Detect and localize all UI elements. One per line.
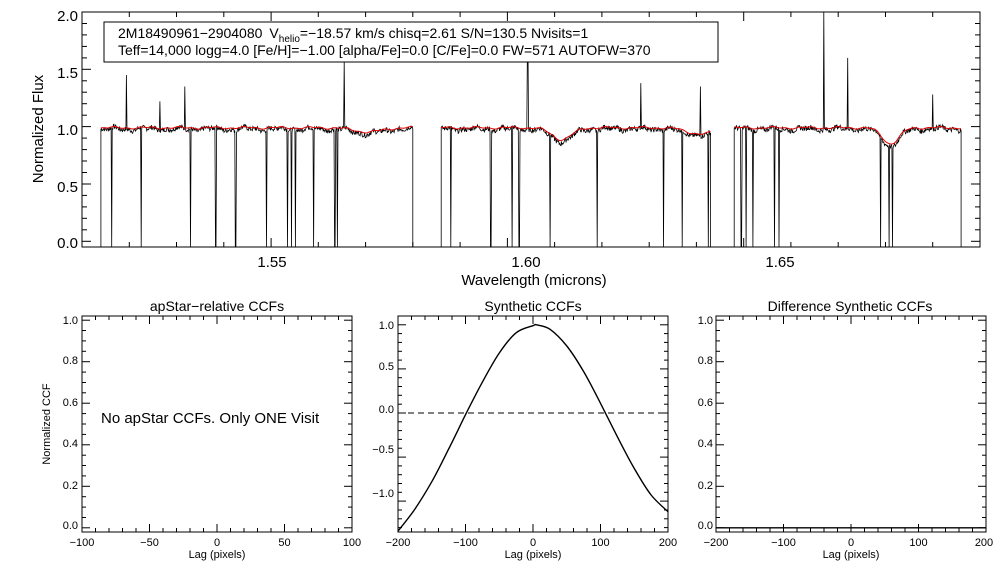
difference-ccf-panel: Difference Synthetic CCFs −200 −100 0 10…: [698, 298, 993, 561]
apstar-y-tick-label: 0.8: [63, 355, 78, 367]
difference-ccf-plot-frame: [715, 315, 987, 533]
difference-ccf-title: Difference Synthetic CCFs: [768, 298, 933, 314]
synthetic-ccf-ticks: [397, 315, 669, 532]
spectrum-y-tick-label: 1.0: [57, 122, 78, 139]
vhelio-subscript: helio: [279, 34, 301, 45]
difference-x-tick-label: 0: [848, 537, 854, 549]
star-id: 2M18490961−2904080: [118, 25, 263, 41]
apstar-y-tick-label: 1.0: [63, 315, 78, 327]
spectrum-info-line-1: 2M18490961−2904080 Vhelio=−18.57 km/s chi…: [118, 25, 588, 45]
apstar-x-tick-label: 50: [278, 537, 290, 549]
difference-x-tick-label: −100: [771, 537, 796, 549]
apstar-y-tick-label: 0.4: [63, 438, 78, 450]
apstar-x-axis-label: Lag (pixels): [189, 549, 246, 561]
apstar-x-tick-label: 100: [343, 537, 361, 549]
model-flux-chip-3: [734, 125, 962, 145]
synthetic-ccf-plot-frame: [397, 315, 669, 533]
synthetic-x-tick-label: 200: [659, 537, 677, 549]
apstar-ccf-ticks: [81, 316, 353, 532]
difference-y-tick-label: 0.0: [698, 520, 713, 532]
spectrum-plot-frame: [81, 11, 981, 248]
synthetic-y-tick-label: −0.5: [372, 444, 394, 456]
synthetic-y-tick-label: 1.0: [379, 320, 394, 332]
spectrum-x-tick-label: 1.60: [511, 254, 540, 271]
vhelio-symbol: V: [269, 25, 279, 41]
apstar-y-tick-label: 0.2: [63, 480, 78, 492]
apstar-x-tick-label: −50: [140, 537, 159, 549]
difference-x-axis-label: Lag (pixels): [823, 549, 880, 561]
apstar-y-tick-label: 0.0: [63, 520, 78, 532]
synthetic-x-tick-label: 100: [591, 537, 609, 549]
difference-x-tick-label: 200: [975, 537, 993, 549]
spectrum-x-axis-label: Wavelength (microns): [461, 272, 606, 289]
apstar-y-tick-label: 0.6: [63, 397, 78, 409]
model-flux-chip-1: [100, 125, 413, 134]
spectrum-y-tick-label: 0.5: [57, 179, 78, 196]
observed-flux-chip-3: [733, 11, 962, 248]
synthetic-ccf-curve: [397, 323, 669, 532]
spectrum-y-axis-label: Normalized Flux: [30, 74, 47, 183]
model-flux-chip-2: [441, 125, 711, 142]
apstar-ccf-title: apStar−relative CCFs: [150, 298, 284, 314]
spectrum-y-tick-label: 0.0: [57, 235, 78, 252]
difference-x-tick-label: 100: [909, 537, 927, 549]
difference-y-tick-label: 1.0: [698, 315, 713, 327]
difference-y-tick-label: 0.8: [698, 355, 713, 367]
apstar-y-axis-label: Normalized CCF: [41, 383, 53, 465]
observed-flux-chip-1: [100, 61, 414, 248]
spectrum-model-flux: [100, 125, 962, 145]
apstar-no-data-message: No apStar CCFs. Only ONE Visit: [101, 410, 320, 427]
difference-y-tick-label: 0.4: [698, 438, 713, 450]
spectrum-panel: 1.55 1.60 1.65 0.0 0.5 1.0 1.5 2.0 Wavel…: [30, 8, 981, 289]
vhelio-stats: =−18.57 km/s chisq=2.61 S/N=130.5 Nvisit…: [300, 25, 589, 41]
spectrum-y-tick-label: 2.0: [57, 8, 78, 25]
difference-y-tick-label: 0.2: [698, 480, 713, 492]
synthetic-y-tick-label: 0.5: [379, 361, 394, 373]
synthetic-x-tick-label: −200: [386, 537, 411, 549]
apstar-x-tick-label: −100: [70, 537, 95, 549]
apstar-x-tick-label: 0: [214, 537, 220, 549]
synthetic-y-tick-label: 0.0: [379, 404, 394, 416]
synthetic-ccf-panel: Synthetic CCFs −200 −100 0 100 200 −1.0 …: [372, 298, 677, 561]
spectrum-info-line-2: Teff=14,000 logg=4.0 [Fe/H]=−1.00 [alpha…: [118, 42, 651, 58]
synthetic-x-axis-label: Lag (pixels): [505, 549, 562, 561]
synthetic-x-tick-label: −100: [453, 537, 478, 549]
spectrum-info-box: [103, 21, 719, 63]
synthetic-y-tick-label: −1.0: [372, 488, 394, 500]
difference-ccf-ticks: [715, 316, 987, 532]
spectrum-y-tick-label: 1.5: [57, 65, 78, 82]
apstar-ccf-panel: apStar−relative CCFs −100 −50 0 50 100 0…: [41, 298, 361, 561]
synthetic-x-tick-label: 0: [530, 537, 536, 549]
spectrum-x-tick-label: 1.65: [765, 254, 794, 271]
difference-x-tick-label: −200: [704, 537, 729, 549]
synthetic-ccf-title: Synthetic CCFs: [484, 298, 581, 314]
spectrum-ticks: [81, 11, 980, 247]
difference-y-tick-label: 0.6: [698, 397, 713, 409]
spectrum-x-tick-label: 1.55: [257, 254, 286, 271]
observed-flux-chip-2: [440, 46, 711, 248]
